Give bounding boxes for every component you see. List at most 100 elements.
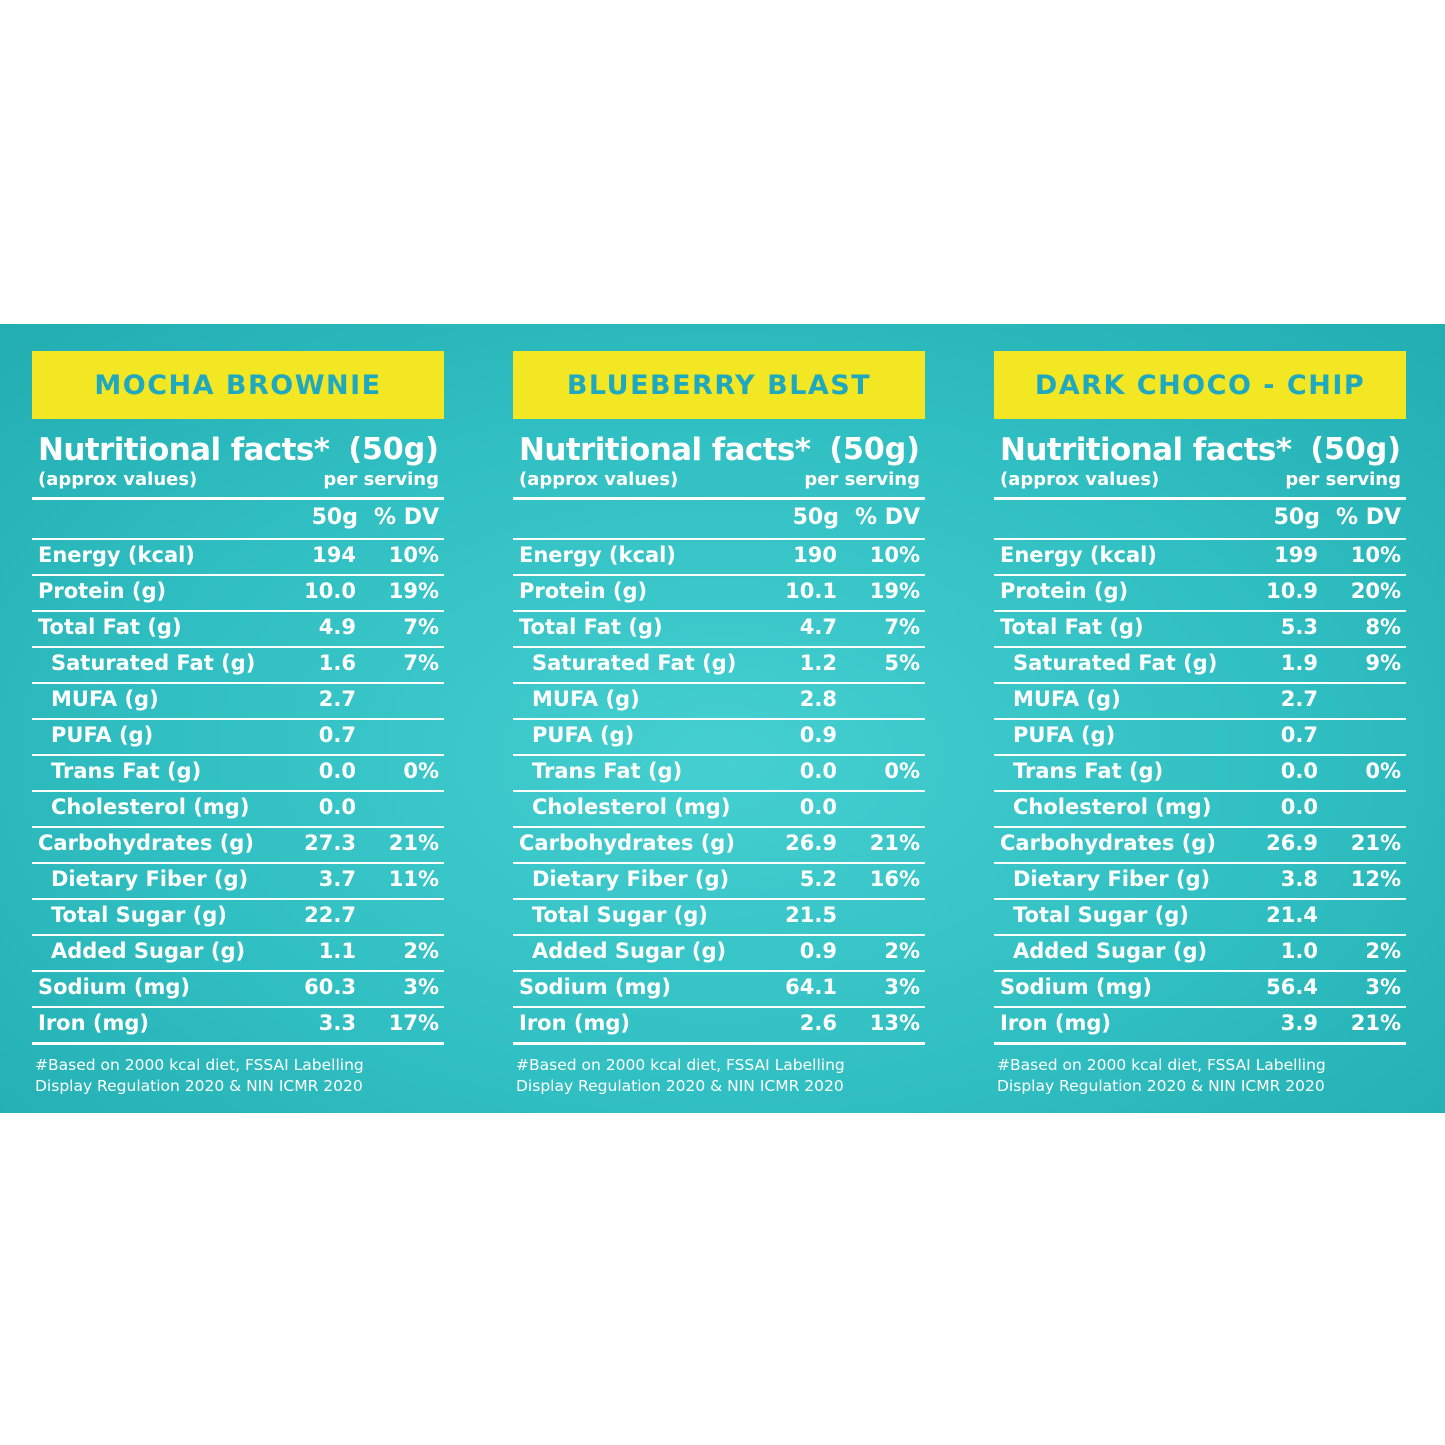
table-row: Carbohydrates (g) 26.9 21% [513, 828, 925, 864]
per-serving-note: per serving [804, 469, 920, 490]
nutrient-value: 0.7 [318, 723, 356, 747]
column-header-row: 50g % DV [32, 500, 444, 540]
nutrition-card-dark-choco-chip: DARK CHOCO - CHIP Nutritional facts* (50… [994, 351, 1406, 1097]
nutrient-label: PUFA (g) [1013, 723, 1116, 747]
nutrient-dv: 9% [1365, 651, 1401, 675]
nutrient-value: 3.3 [318, 1011, 356, 1035]
facts-subheading: (approx values) per serving [994, 467, 1406, 500]
nutrient-dv: 21% [1350, 831, 1401, 855]
nutrient-dv: 21% [1350, 1011, 1401, 1035]
nutrient-label: Total Fat (g) [38, 615, 182, 639]
nutrient-label: Dietary Fiber (g) [51, 867, 249, 891]
table-row: MUFA (g) 2.7 [32, 684, 444, 720]
nutrient-value: 0.0 [318, 795, 356, 819]
table-row: Sodium (mg) 56.4 3% [994, 972, 1406, 1008]
table-row: Total Fat (g) 5.3 8% [994, 612, 1406, 648]
nutrient-label: Energy (kcal) [519, 543, 676, 567]
nutrient-value: 0.0 [1280, 795, 1318, 819]
footnote: #Based on 2000 kcal diet, FSSAI Labellin… [513, 1045, 925, 1097]
flavor-banner: MOCHA BROWNIE [32, 351, 444, 419]
nutrient-dv: 2% [403, 939, 439, 963]
nutrient-label: Trans Fat (g) [51, 759, 202, 783]
nutrient-label: Sodium (mg) [1000, 975, 1153, 999]
nutrient-value: 4.9 [318, 615, 356, 639]
nutrient-value: 26.9 [785, 831, 837, 855]
nutrient-label: Protein (g) [38, 579, 167, 603]
nutrient-dv: 12% [1350, 867, 1401, 891]
nutrient-label: Protein (g) [519, 579, 648, 603]
nutrient-label: Added Sugar (g) [51, 939, 246, 963]
facts-title: Nutritional facts* [519, 432, 811, 468]
serving-weight: (50g) [829, 432, 920, 467]
nutrient-label: Carbohydrates (g) [38, 831, 254, 855]
nutrient-dv: 0% [884, 759, 920, 783]
nutrient-dv: 8% [1365, 615, 1401, 639]
table-row: PUFA (g) 0.9 [513, 720, 925, 756]
footnote: #Based on 2000 kcal diet, FSSAI Labellin… [32, 1045, 444, 1097]
table-row: Carbohydrates (g) 26.9 21% [994, 828, 1406, 864]
nutrient-label: Total Fat (g) [1000, 615, 1144, 639]
nutrient-label: Total Fat (g) [519, 615, 663, 639]
nutrient-label: Carbohydrates (g) [1000, 831, 1216, 855]
nutrient-label: Iron (mg) [519, 1011, 630, 1035]
nutrient-value: 0.7 [1280, 723, 1318, 747]
nutrient-label: Energy (kcal) [1000, 543, 1157, 567]
nutrient-value: 3.7 [318, 867, 356, 891]
nutrient-dv: 11% [388, 867, 439, 891]
table-row: Added Sugar (g) 0.9 2% [513, 936, 925, 972]
table-row: Sodium (mg) 60.3 3% [32, 972, 444, 1008]
nutrient-label: MUFA (g) [532, 687, 640, 711]
approx-values-note: (approx values) [1000, 469, 1160, 490]
nutrient-value: 10.1 [785, 579, 837, 603]
nutrient-value: 64.1 [785, 975, 837, 999]
nutrient-label: PUFA (g) [532, 723, 635, 747]
table-row: Trans Fat (g) 0.0 0% [32, 756, 444, 792]
nutrient-dv: 21% [869, 831, 920, 855]
table-row: Cholesterol (mg) 0.0 [32, 792, 444, 828]
nutrient-dv: 16% [869, 867, 920, 891]
column-header-row: 50g % DV [994, 500, 1406, 540]
nutrient-dv: 10% [869, 543, 920, 567]
nutrient-value: 1.2 [799, 651, 837, 675]
nutrient-dv: 7% [403, 651, 439, 675]
table-row: Added Sugar (g) 1.0 2% [994, 936, 1406, 972]
facts-title: Nutritional facts* [1000, 432, 1292, 468]
flavor-name: MOCHA BROWNIE [94, 369, 382, 401]
nutrient-value: 0.0 [318, 759, 356, 783]
table-row: Saturated Fat (g) 1.6 7% [32, 648, 444, 684]
table-row: Protein (g) 10.9 20% [994, 576, 1406, 612]
nutrient-label: Cholesterol (mg) [51, 795, 250, 819]
nutrient-label: Total Sugar (g) [532, 903, 708, 927]
table-row: Total Sugar (g) 21.5 [513, 900, 925, 936]
nutrient-value: 10.0 [304, 579, 356, 603]
dv-column-header: % DV [374, 505, 439, 530]
nutrient-value: 26.9 [1266, 831, 1318, 855]
nutrient-value: 1.6 [318, 651, 356, 675]
nutrient-value: 2.8 [799, 687, 837, 711]
table-row: Cholesterol (mg) 0.0 [994, 792, 1406, 828]
nutrient-label: Trans Fat (g) [1013, 759, 1164, 783]
nutrient-dv: 19% [869, 579, 920, 603]
table-row: Trans Fat (g) 0.0 0% [994, 756, 1406, 792]
nutrient-value: 0.0 [799, 759, 837, 783]
nutrient-dv: 2% [884, 939, 920, 963]
nutrient-dv: 5% [884, 651, 920, 675]
facts-subheading: (approx values) per serving [513, 467, 925, 500]
nutrient-label: Total Sugar (g) [1013, 903, 1189, 927]
nutrient-value: 0.9 [799, 939, 837, 963]
nutrient-label: Dietary Fiber (g) [532, 867, 730, 891]
nutrient-dv: 10% [1350, 543, 1401, 567]
table-row: Total Fat (g) 4.7 7% [513, 612, 925, 648]
table-row: MUFA (g) 2.7 [994, 684, 1406, 720]
nutrient-dv: 17% [388, 1011, 439, 1035]
table-row: Total Sugar (g) 22.7 [32, 900, 444, 936]
nutrient-dv: 3% [403, 975, 439, 999]
nutrient-value: 2.6 [799, 1011, 837, 1035]
nutrient-value: 60.3 [304, 975, 356, 999]
nutrient-dv: 0% [403, 759, 439, 783]
nutrient-value: 194 [312, 543, 356, 567]
nutrient-dv: 2% [1365, 939, 1401, 963]
nutrient-label: PUFA (g) [51, 723, 154, 747]
amount-column-header: 50g [792, 505, 839, 530]
nutrient-label: Saturated Fat (g) [1013, 651, 1218, 675]
